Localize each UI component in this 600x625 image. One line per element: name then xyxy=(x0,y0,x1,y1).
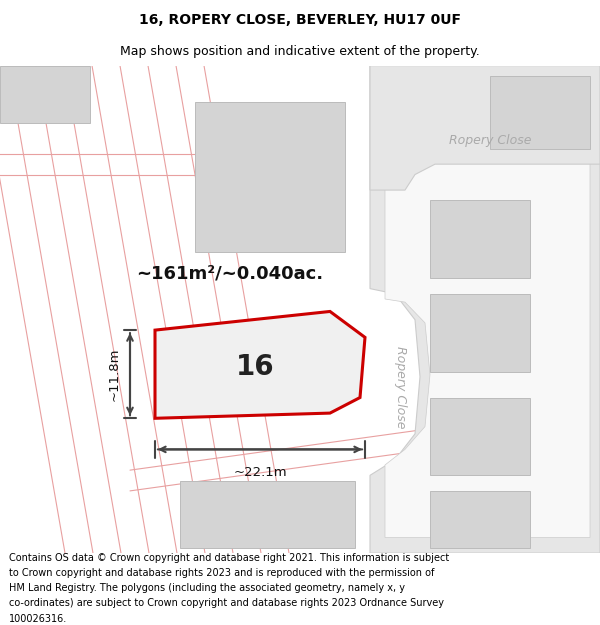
Text: ~22.1m: ~22.1m xyxy=(233,466,287,479)
Polygon shape xyxy=(430,491,530,548)
Text: Ropery Close: Ropery Close xyxy=(449,134,531,147)
Text: ~11.8m: ~11.8m xyxy=(108,348,121,401)
Polygon shape xyxy=(370,66,600,190)
Polygon shape xyxy=(385,81,590,538)
Polygon shape xyxy=(180,481,355,548)
Polygon shape xyxy=(195,102,345,252)
Polygon shape xyxy=(430,201,530,278)
Text: 16, ROPERY CLOSE, BEVERLEY, HU17 0UF: 16, ROPERY CLOSE, BEVERLEY, HU17 0UF xyxy=(139,12,461,27)
Polygon shape xyxy=(430,398,530,476)
Text: Map shows position and indicative extent of the property.: Map shows position and indicative extent… xyxy=(120,45,480,58)
Text: Contains OS data © Crown copyright and database right 2021. This information is : Contains OS data © Crown copyright and d… xyxy=(9,553,449,563)
Text: ~161m²/~0.040ac.: ~161m²/~0.040ac. xyxy=(136,264,323,282)
Polygon shape xyxy=(155,311,365,418)
Text: 16: 16 xyxy=(236,354,274,381)
Text: to Crown copyright and database rights 2023 and is reproduced with the permissio: to Crown copyright and database rights 2… xyxy=(9,568,434,578)
Text: co-ordinates) are subject to Crown copyright and database rights 2023 Ordnance S: co-ordinates) are subject to Crown copyr… xyxy=(9,598,444,608)
Polygon shape xyxy=(490,76,590,149)
Polygon shape xyxy=(370,66,600,553)
Polygon shape xyxy=(430,294,530,372)
Polygon shape xyxy=(0,66,90,122)
Text: 100026316.: 100026316. xyxy=(9,614,67,624)
Text: Ropery Close: Ropery Close xyxy=(394,346,407,428)
Text: HM Land Registry. The polygons (including the associated geometry, namely x, y: HM Land Registry. The polygons (includin… xyxy=(9,583,405,593)
